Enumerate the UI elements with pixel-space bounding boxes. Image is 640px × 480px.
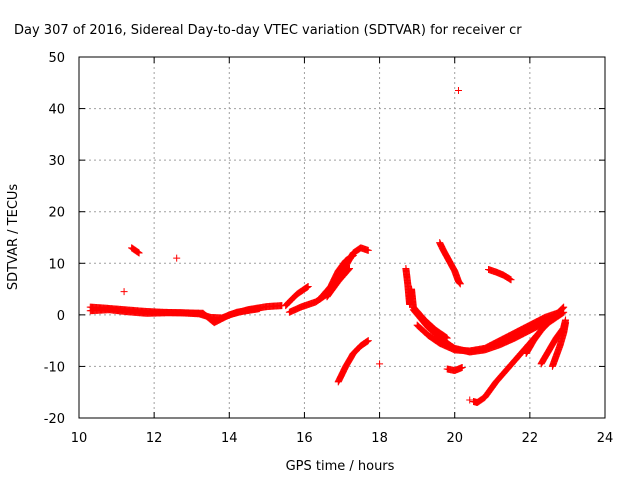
y-axis-tick-labels: -20 -10 0 10 20 30 40 50 (44, 51, 65, 427)
x-tick-label: 14 (221, 431, 238, 446)
data-point-isolated (173, 254, 181, 262)
x-tick-label: 10 (71, 431, 88, 446)
y-tick-label: 20 (48, 206, 65, 221)
plot-area-frame (78, 56, 606, 419)
data-point (345, 265, 353, 273)
data-point (560, 308, 568, 316)
data-point-isolated (376, 360, 384, 368)
data-point (349, 252, 357, 260)
grid-lines (79, 57, 605, 418)
y-tick-label: 0 (57, 309, 65, 324)
data-point (346, 264, 354, 272)
x-axis-tick-labels: 10 12 14 16 18 20 22 24 (71, 431, 614, 446)
data-point-isolated (454, 87, 462, 95)
data-point (507, 276, 515, 284)
x-tick-label: 22 (522, 431, 539, 446)
y-tick-label: 10 (48, 257, 65, 272)
y-tick-label: -10 (44, 360, 65, 375)
y-tick-label: 50 (48, 51, 65, 66)
x-axis-label: GPS time / hours (286, 459, 395, 474)
data-point (364, 337, 372, 345)
data-points (86, 87, 570, 407)
y-tick-label: 40 (48, 103, 65, 118)
data-point (562, 319, 570, 327)
data-point (255, 305, 263, 313)
data-point (304, 282, 312, 290)
y-tick-label: -20 (44, 412, 65, 427)
data-point (344, 266, 352, 274)
x-tick-label: 20 (446, 431, 463, 446)
x-tick-label: 18 (371, 431, 388, 446)
data-point-isolated (466, 396, 474, 404)
y-tick-label: 30 (48, 154, 65, 169)
x-tick-label: 16 (296, 431, 313, 446)
data-point (456, 280, 464, 288)
data-point-isolated (120, 288, 128, 296)
data-point (364, 246, 372, 254)
axis-ticks (78, 56, 606, 419)
data-point (135, 249, 143, 257)
y-axis-label: SDTVAR / TECUs (6, 184, 21, 291)
chart-title: Day 307 of 2016, Sidereal Day-to-day VTE… (14, 23, 522, 38)
x-tick-label: 24 (597, 431, 614, 446)
x-tick-label: 12 (146, 431, 163, 446)
data-point (458, 363, 466, 371)
